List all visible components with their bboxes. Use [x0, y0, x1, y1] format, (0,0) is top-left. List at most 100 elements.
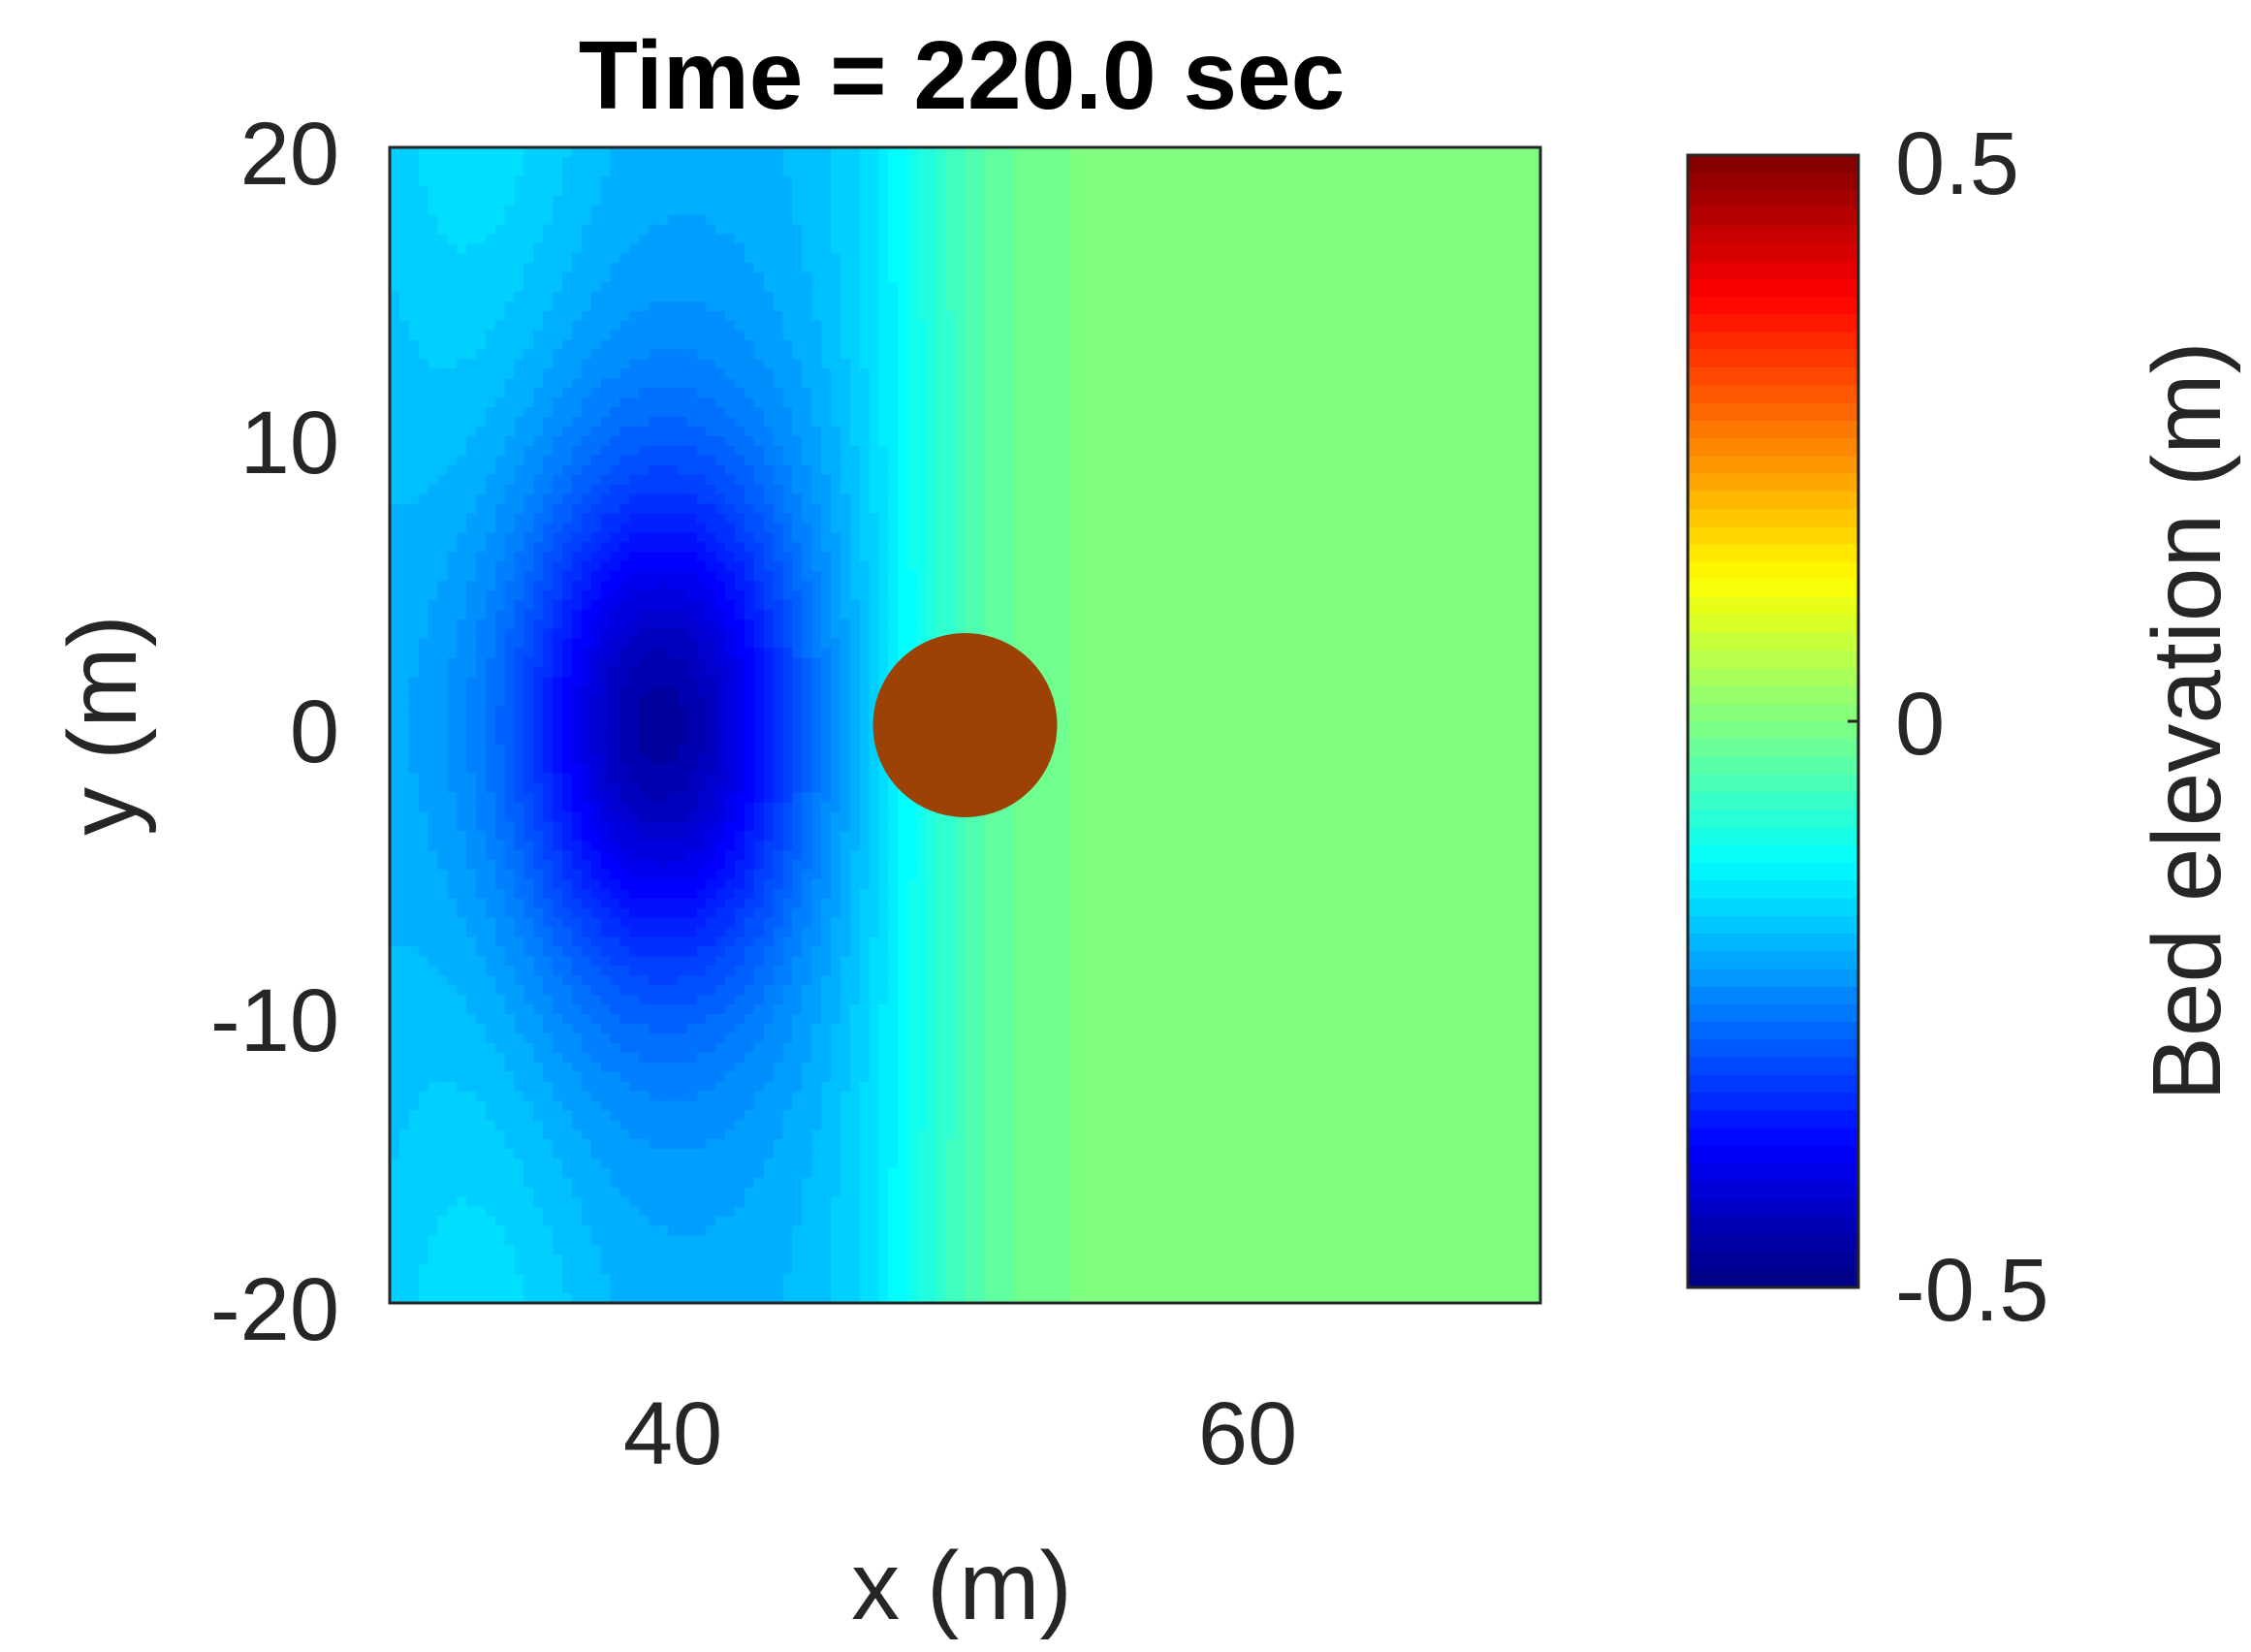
heatmap-cell: [1415, 292, 1426, 302]
heatmap-cell: [408, 436, 420, 447]
heatmap-cell: [1453, 243, 1465, 254]
heatmap-cell: [408, 195, 420, 206]
heatmap-cell: [1070, 263, 1081, 273]
heatmap-cell: [1377, 310, 1388, 322]
heatmap-cell: [1051, 224, 1062, 235]
heatmap-cell: [821, 301, 832, 312]
heatmap-cell: [725, 301, 736, 312]
heatmap-cell: [1080, 388, 1091, 398]
heatmap-cell: [1444, 147, 1455, 158]
heatmap-cell: [457, 292, 467, 302]
heatmap-cell: [926, 503, 937, 515]
heatmap-cell: [782, 282, 794, 293]
heatmap-cell: [1396, 378, 1408, 389]
heatmap-cell: [1521, 234, 1532, 244]
heatmap-cell: [1108, 147, 1120, 158]
heatmap-cell: [398, 474, 410, 486]
heatmap-cell: [859, 301, 871, 312]
heatmap-cell: [1406, 205, 1417, 216]
heatmap-cell: [533, 243, 544, 254]
heatmap-cell: [898, 263, 908, 273]
heatmap-cell: [1290, 224, 1302, 235]
heatmap-cell: [1252, 349, 1263, 361]
heatmap-cell: [1070, 368, 1081, 379]
heatmap-cell: [1453, 407, 1465, 418]
heatmap-cell: [1176, 493, 1187, 505]
heatmap-cell: [1204, 523, 1216, 533]
heatmap-cell: [543, 292, 554, 302]
heatmap-cell: [1453, 417, 1465, 428]
heatmap-cell: [725, 542, 736, 553]
heatmap-cell: [782, 292, 794, 302]
heatmap-cell: [1051, 243, 1062, 254]
heatmap-cell: [457, 195, 467, 206]
heatmap-cell: [725, 320, 736, 332]
heatmap-cell: [1300, 195, 1312, 206]
heatmap-cell: [1463, 243, 1474, 254]
heatmap-cell: [1444, 272, 1455, 283]
heatmap-cell: [831, 166, 841, 177]
heatmap-cell: [581, 243, 592, 254]
heatmap-cell: [1070, 330, 1081, 341]
heatmap-cell: [1090, 272, 1100, 283]
heatmap-cell: [1186, 417, 1196, 428]
heatmap-cell: [1194, 175, 1206, 187]
heatmap-cell: [1137, 503, 1149, 515]
heatmap-cell: [1157, 455, 1167, 466]
heatmap-cell: [1492, 407, 1504, 418]
heatmap-cell: [706, 493, 716, 505]
heatmap-cell: [782, 397, 794, 408]
heatmap-cell: [1012, 427, 1024, 437]
heatmap-cell: [1003, 513, 1014, 524]
heatmap-cell: [553, 263, 563, 273]
heatmap-cell: [1147, 417, 1157, 428]
heatmap-cell: [1339, 339, 1349, 351]
heatmap-cell: [821, 417, 832, 428]
heatmap-cell: [1511, 378, 1522, 389]
heatmap-cell: [1252, 523, 1263, 533]
heatmap-cell: [1406, 263, 1417, 273]
heatmap-cell: [1118, 166, 1129, 177]
heatmap-field: [390, 147, 1540, 1303]
heatmap-cell: [1396, 523, 1408, 533]
heatmap-cell: [1425, 407, 1436, 418]
heatmap-cell: [849, 272, 861, 283]
heatmap-cell: [1272, 282, 1283, 293]
heatmap-cell: [840, 474, 851, 486]
heatmap-cell: [1176, 339, 1187, 351]
heatmap-cell: [1166, 224, 1177, 235]
heatmap-cell: [581, 292, 592, 302]
heatmap-cell: [629, 253, 640, 264]
heatmap-cell: [1492, 417, 1504, 428]
heatmap-cell: [677, 484, 688, 495]
heatmap-cell: [715, 464, 726, 476]
heatmap-cell: [994, 407, 1004, 418]
heatmap-cell: [1147, 301, 1157, 312]
heatmap-cell: [1012, 320, 1024, 332]
heatmap-cell: [974, 339, 985, 351]
heatmap-cell: [476, 417, 487, 428]
heatmap-cell: [1521, 378, 1532, 389]
heatmap-cell: [523, 436, 534, 447]
heatmap-cell: [1108, 513, 1120, 524]
heatmap-cell: [629, 493, 640, 505]
heatmap-cell: [869, 493, 880, 505]
heatmap-cell: [744, 175, 755, 187]
heatmap-cell: [571, 523, 583, 533]
heatmap-cell: [476, 195, 487, 206]
heatmap-cell: [1080, 263, 1091, 273]
heatmap-cell: [1166, 455, 1177, 466]
heatmap-cell: [955, 310, 967, 322]
heatmap-cell: [1348, 272, 1359, 283]
heatmap-cell: [437, 292, 448, 302]
heatmap-cell: [1204, 185, 1216, 197]
heatmap-cell: [849, 513, 861, 524]
heatmap-cell: [629, 359, 640, 370]
heatmap-cell: [802, 320, 812, 332]
heatmap-cell: [1329, 445, 1340, 457]
heatmap-cell: [390, 185, 400, 197]
heatmap-cell: [1194, 378, 1206, 389]
heatmap-cell: [504, 484, 516, 495]
heatmap-cell: [1319, 407, 1330, 418]
heatmap-cell: [1386, 368, 1398, 379]
